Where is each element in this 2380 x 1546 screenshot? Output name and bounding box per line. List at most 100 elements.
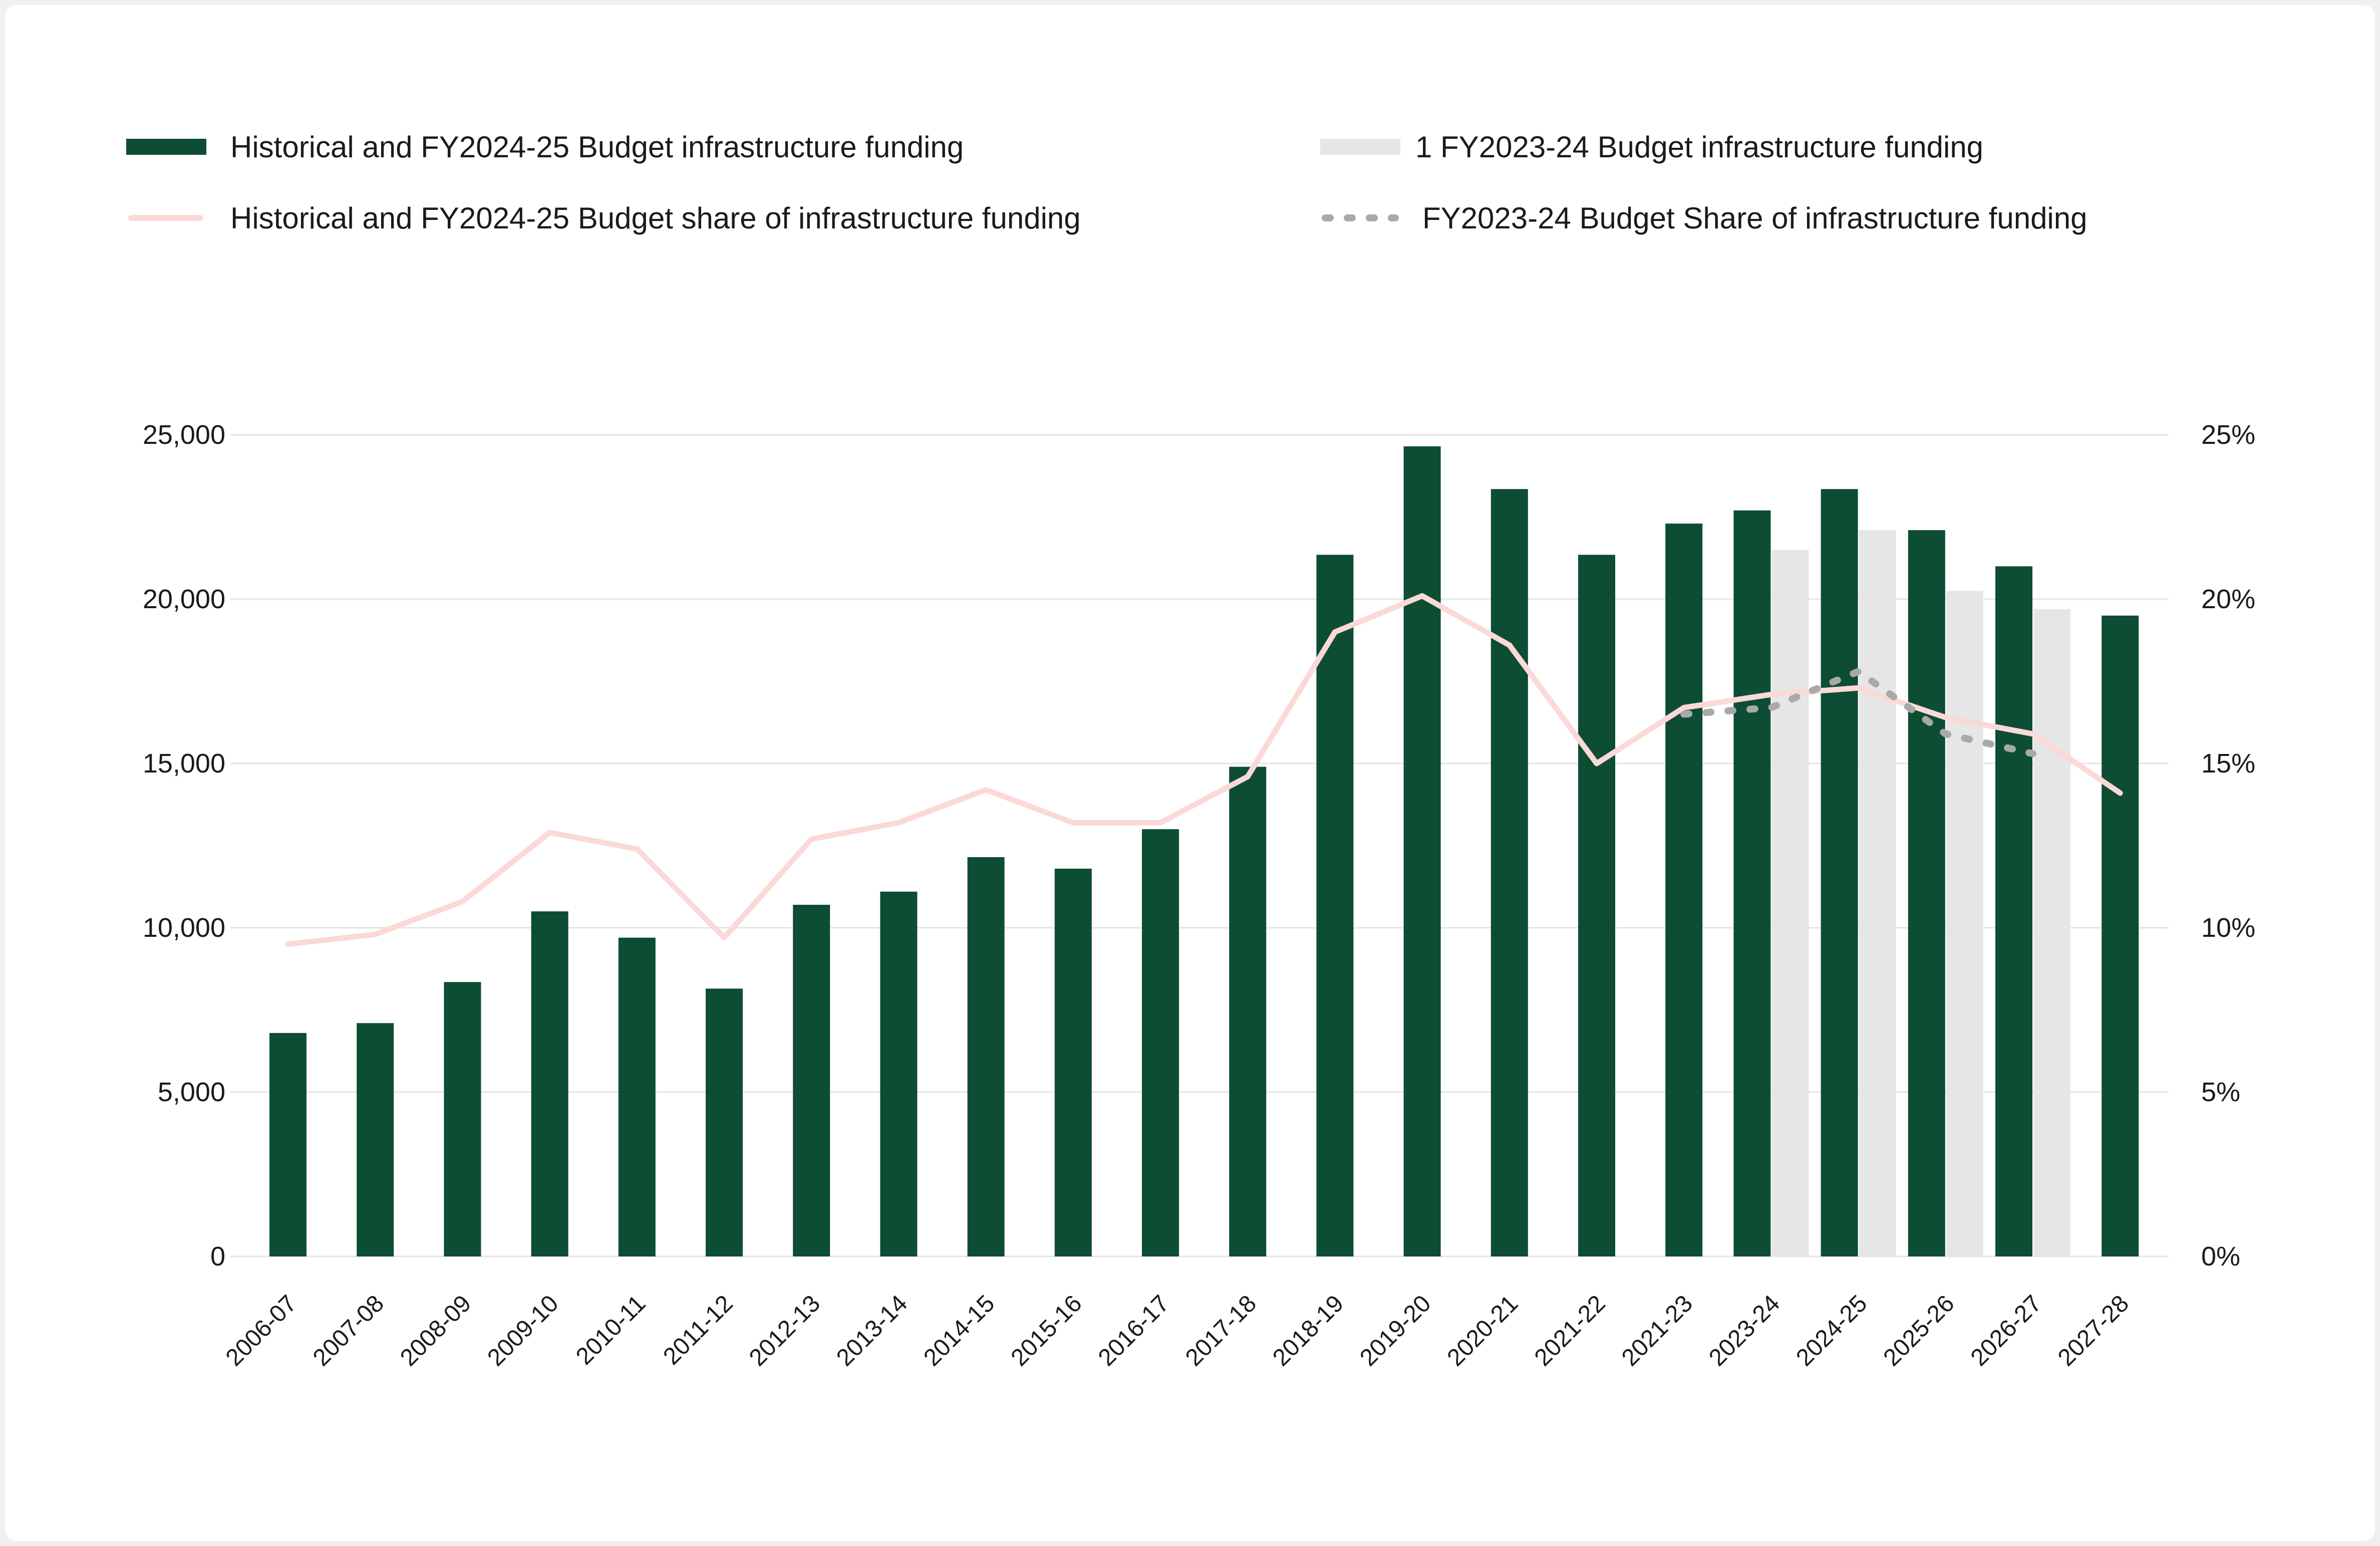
legend-label: FY2023-24 Budget Share of infrastructure… bbox=[1422, 201, 2088, 235]
left-axis-tick-label: 10,000 bbox=[143, 913, 225, 943]
left-axis-tick-label: 20,000 bbox=[143, 584, 225, 614]
x-axis-tick-label: 2012-13 bbox=[744, 1290, 825, 1371]
line-point bbox=[811, 839, 812, 840]
line-point bbox=[1945, 717, 1946, 718]
bar-current bbox=[1821, 489, 1858, 1256]
bar-current bbox=[793, 905, 830, 1256]
legend: Historical and FY2024-25 Budget infrastr… bbox=[126, 130, 2088, 235]
x-axis-tick-label: 2011-12 bbox=[658, 1290, 738, 1370]
x-axis-tick-label: 2025-26 bbox=[1879, 1290, 1960, 1371]
left-axis-tick-label: 5,000 bbox=[158, 1077, 225, 1107]
x-axis-tick-label: 2024-25 bbox=[1791, 1290, 1872, 1371]
bar-current bbox=[1578, 555, 1615, 1256]
line-point bbox=[2032, 753, 2033, 754]
line-point bbox=[1160, 822, 1161, 823]
bar-current bbox=[1995, 566, 2032, 1256]
x-axis-tick-label: 2023-24 bbox=[1704, 1290, 1785, 1371]
right-axis-tick-label: 25% bbox=[2201, 420, 2255, 450]
bar-current bbox=[1908, 530, 1945, 1256]
line-series bbox=[285, 593, 2123, 947]
left-axis-tick-label: 15,000 bbox=[143, 748, 225, 779]
bar-current bbox=[1316, 555, 1354, 1256]
bar-series bbox=[269, 446, 2139, 1257]
bar-current bbox=[357, 1023, 394, 1256]
bar-previous bbox=[1859, 530, 1896, 1256]
line-point bbox=[1770, 707, 1771, 708]
x-axis-tick-label: 2018-19 bbox=[1268, 1290, 1349, 1371]
bar-previous bbox=[1946, 591, 1983, 1256]
bar-current bbox=[2102, 615, 2139, 1256]
line-point bbox=[1858, 687, 1859, 688]
x-axis-tick-label: 2021-22 bbox=[1530, 1290, 1611, 1371]
line-point bbox=[637, 849, 638, 850]
x-axis-tick-label: 2016-17 bbox=[1093, 1290, 1174, 1371]
line-point bbox=[2032, 733, 2033, 734]
bar-current bbox=[1491, 489, 1528, 1256]
left-axis-ticks: 0 5,000 10,000 15,000 20,000 25,000 bbox=[143, 420, 225, 1271]
bar-previous bbox=[2033, 609, 2070, 1256]
line-point bbox=[375, 934, 376, 935]
right-axis-tick-label: 5% bbox=[2201, 1077, 2240, 1107]
bar-current bbox=[706, 988, 743, 1256]
bar-current bbox=[269, 1033, 307, 1256]
right-axis-tick-label: 10% bbox=[2201, 913, 2255, 943]
x-axis-tick-label: 2015-16 bbox=[1006, 1290, 1087, 1371]
bar-current bbox=[967, 857, 1005, 1256]
left-axis-tick-label: 0 bbox=[210, 1241, 225, 1271]
line-point bbox=[1596, 763, 1597, 764]
bar-current bbox=[531, 911, 568, 1256]
right-axis-tick-label: 15% bbox=[2201, 748, 2255, 779]
x-axis-tick-label: 2006-07 bbox=[221, 1290, 302, 1371]
line-point bbox=[1683, 714, 1684, 715]
legend-label: 1 FY2023-24 Budget infrastructure fundin… bbox=[1415, 130, 1983, 164]
line-previous-share bbox=[1680, 668, 2036, 757]
x-axis-tick-label: 2026-27 bbox=[1966, 1290, 2047, 1371]
x-axis-tick-label: 2021-23 bbox=[1617, 1290, 1698, 1371]
bar-current bbox=[1665, 524, 1703, 1256]
line-point bbox=[287, 944, 288, 945]
bar-current bbox=[444, 982, 481, 1256]
line-point bbox=[986, 789, 987, 790]
x-axis-tick-label: 2014-15 bbox=[919, 1290, 1000, 1371]
bar-current bbox=[1733, 510, 1771, 1256]
x-axis-tick-label: 2009-10 bbox=[482, 1290, 563, 1371]
legend-label: Historical and FY2024-25 Budget share of… bbox=[230, 201, 1081, 235]
line-point bbox=[724, 937, 725, 938]
x-axis-tick-label: 2019-20 bbox=[1355, 1290, 1436, 1371]
line-point bbox=[1683, 707, 1684, 708]
x-axis-tick-label: 2013-14 bbox=[831, 1290, 913, 1371]
legend-label: Historical and FY2024-25 Budget infrastr… bbox=[230, 130, 964, 164]
right-axis-tick-label: 0% bbox=[2201, 1241, 2240, 1271]
legend-swatch bbox=[126, 139, 206, 155]
line-point bbox=[898, 822, 899, 823]
line-point bbox=[1858, 671, 1859, 672]
x-axis-ticks: 2006-07 2007-08 2008-09 2009-10 2010-11 2011-… bbox=[221, 1290, 2134, 1371]
x-axis-tick-label: 2020-21 bbox=[1442, 1290, 1524, 1371]
bar-previous bbox=[1771, 550, 1809, 1256]
line-point bbox=[1073, 822, 1074, 823]
line-point bbox=[1334, 632, 1335, 633]
line-point bbox=[462, 901, 463, 902]
bar-current bbox=[1229, 766, 1267, 1256]
legend-swatch bbox=[1320, 139, 1400, 155]
line-point bbox=[1247, 776, 1248, 777]
right-axis-tick-label: 20% bbox=[2201, 584, 2255, 614]
bar-current bbox=[1054, 868, 1092, 1256]
line-point bbox=[1422, 595, 1423, 596]
bar-current bbox=[1142, 829, 1179, 1256]
x-axis-tick-label: 2027-28 bbox=[2053, 1290, 2134, 1371]
line-point bbox=[1770, 694, 1771, 695]
x-axis-tick-label: 2007-08 bbox=[308, 1290, 389, 1371]
bar-current bbox=[880, 891, 918, 1256]
line-point bbox=[549, 832, 550, 833]
left-axis-tick-label: 25,000 bbox=[143, 420, 225, 450]
x-axis-tick-label: 2008-09 bbox=[395, 1290, 476, 1371]
right-axis-ticks: 0% 5% 10% 15% 20% 25% bbox=[2201, 420, 2255, 1271]
bar-current bbox=[618, 937, 656, 1256]
x-axis-tick-label: 2010-11 bbox=[571, 1290, 651, 1370]
line-point bbox=[1945, 733, 1946, 734]
line-point bbox=[2120, 793, 2121, 794]
line-point bbox=[1509, 645, 1510, 646]
x-axis-tick-label: 2017-18 bbox=[1180, 1290, 1262, 1371]
